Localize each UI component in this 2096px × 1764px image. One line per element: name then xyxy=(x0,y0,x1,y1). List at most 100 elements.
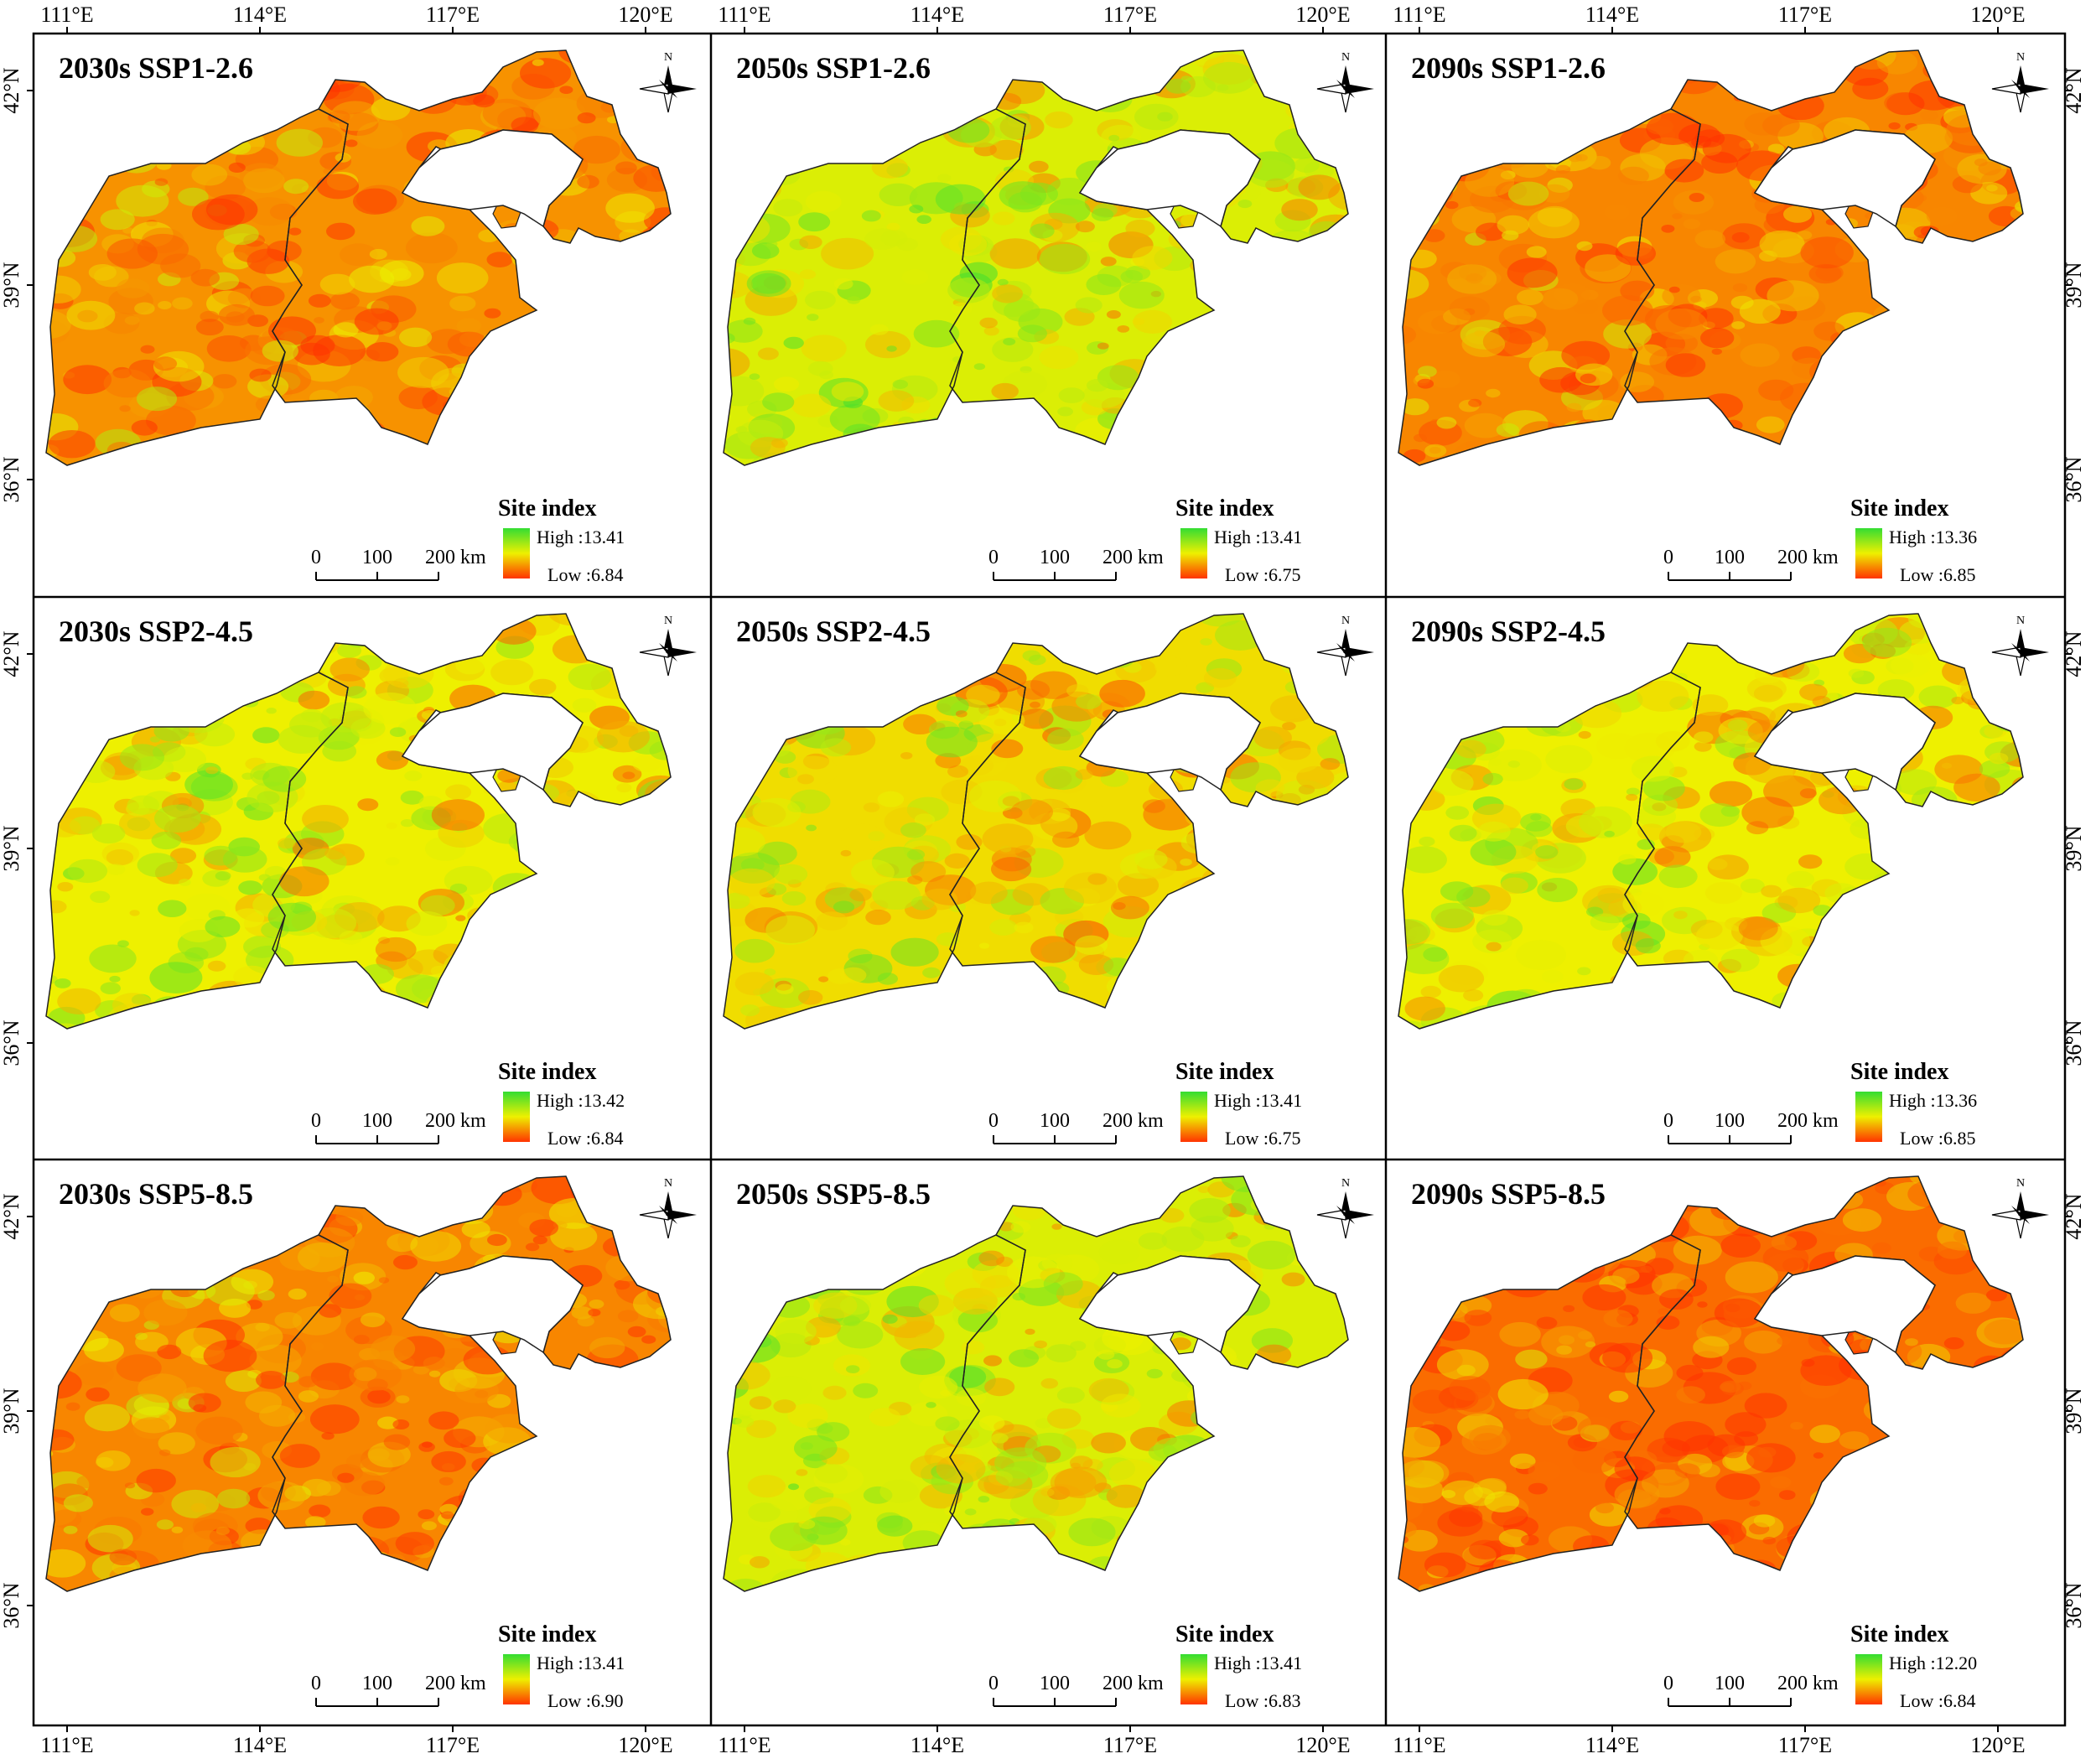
legend-color-ramp xyxy=(1855,1092,1882,1142)
lon-label-top: 117°E xyxy=(1103,3,1157,27)
scale-label: 100 xyxy=(1040,1110,1070,1132)
lat-label-right: 36°N xyxy=(2062,1582,2086,1628)
map-frame xyxy=(32,32,2067,1727)
legend-low-label: Low :6.90 xyxy=(547,1690,623,1711)
beijing-area xyxy=(1753,693,1936,791)
north-arrow-icon xyxy=(1316,65,1374,113)
compass-north-label: N xyxy=(2016,51,2025,64)
lon-label-bottom: 111°E xyxy=(1393,1733,1445,1757)
scale-label: 200 km xyxy=(1777,1673,1839,1694)
map-panel-6: 2090s SSP2-4.5 N Site index High :13.36 Low … xyxy=(1398,613,2049,1149)
compass-north-label: N xyxy=(664,1177,672,1190)
panel-title: 2090s SSP5-8.5 xyxy=(1411,1177,1606,1211)
map-panel-9: 2090s SSP5-8.5 N Site index High :12.20 Low … xyxy=(1398,1175,2049,1711)
scale-label: 100 xyxy=(1040,1673,1070,1694)
legend-low-label: Low :6.75 xyxy=(1225,564,1300,585)
scale-bar xyxy=(315,1698,439,1707)
lon-label-top: 111°E xyxy=(40,3,93,27)
legend-high-label: High :12.20 xyxy=(1889,1652,1977,1673)
legend-high-label: High :13.36 xyxy=(1889,1090,1977,1111)
lat-label-left: 42°N xyxy=(0,67,23,113)
north-arrow-icon xyxy=(1991,1191,2049,1239)
lon-label-bottom: 120°E xyxy=(1970,1733,2025,1757)
beijing-area xyxy=(1753,129,1936,228)
north-arrow-icon xyxy=(1991,629,2049,677)
lat-label-right: 42°N xyxy=(2062,630,2086,677)
lat-label-left: 39°N xyxy=(0,262,23,308)
scale-label: 200 km xyxy=(1102,1673,1164,1694)
map-panel-5: 2050s SSP2-4.5 N Site index High :13.41 Low … xyxy=(723,613,1374,1149)
map-panel-4: 2030s SSP2-4.5 N Site index High :13.42 Low … xyxy=(45,613,697,1149)
scale-bar xyxy=(993,1698,1117,1707)
scale-label: 0 xyxy=(1663,1673,1673,1694)
lon-label-bottom: 120°E xyxy=(1295,1733,1350,1757)
legend-high-label: High :13.41 xyxy=(1214,1652,1302,1673)
north-arrow-icon xyxy=(1316,1191,1374,1239)
legend-title: Site index xyxy=(1175,1059,1274,1085)
lat-label-left: 42°N xyxy=(0,1193,23,1239)
site-index-raster xyxy=(1398,614,2023,1029)
lon-label-bottom: 117°E xyxy=(426,1733,480,1757)
north-arrow-icon xyxy=(1316,629,1374,677)
legend-low-label: Low :6.85 xyxy=(1900,564,1975,585)
lon-label-bottom: 111°E xyxy=(40,1733,93,1757)
legend-low-label: Low :6.83 xyxy=(1225,1690,1300,1711)
lat-label-right: 39°N xyxy=(2062,262,2086,308)
lat-label-right: 39°N xyxy=(2062,1388,2086,1434)
legend-low-label: Low :6.84 xyxy=(1900,1690,1975,1711)
legend-high-label: High :13.36 xyxy=(1889,527,1977,547)
compass-north-label: N xyxy=(2016,1177,2025,1190)
scale-label: 0 xyxy=(311,547,321,568)
beijing-area xyxy=(1753,1255,1936,1354)
beijing-area xyxy=(401,1255,584,1354)
legend-high-label: High :13.41 xyxy=(1214,1090,1302,1111)
scale-label: 100 xyxy=(1715,1110,1745,1132)
lon-label-bottom: 114°E xyxy=(1585,1733,1639,1757)
scale-bar xyxy=(315,1135,439,1144)
scale-bar xyxy=(1668,1135,1792,1144)
site-index-raster xyxy=(46,50,671,465)
map-panel-3: 2090s SSP1-2.6 N Site index High :13.36 Low … xyxy=(1398,49,2049,585)
legend-color-ramp xyxy=(503,1092,530,1142)
lat-label-left: 39°N xyxy=(0,825,23,871)
legend-low-label: Low :6.84 xyxy=(547,1128,623,1149)
site-index-raster xyxy=(1398,50,2023,465)
scale-label: 200 km xyxy=(425,1110,486,1132)
panel-title: 2030s SSP5-8.5 xyxy=(59,1177,253,1211)
lon-label-top: 111°E xyxy=(1393,3,1445,27)
legend-title: Site index xyxy=(1850,1621,1948,1647)
legend-title: Site index xyxy=(1175,495,1274,521)
lat-label-right: 36°N xyxy=(2062,1019,2086,1066)
site-index-raster xyxy=(724,614,1348,1029)
site-index-raster xyxy=(724,50,1348,465)
scale-label: 0 xyxy=(988,1673,999,1694)
scale-bar xyxy=(993,1135,1117,1144)
legend-title: Site index xyxy=(1850,1059,1948,1085)
legend-color-ramp xyxy=(503,528,530,578)
compass-north-label: N xyxy=(1341,51,1350,64)
beijing-area xyxy=(401,693,584,791)
lon-label-top: 114°E xyxy=(233,3,287,27)
scale-bar xyxy=(1668,572,1792,581)
map-panel-7: 2030s SSP5-8.5 N Site index High :13.41 Low … xyxy=(45,1175,697,1711)
scale-label: 200 km xyxy=(1777,547,1839,568)
scale-label: 200 km xyxy=(425,547,486,568)
scale-label: 100 xyxy=(1715,1673,1745,1694)
lon-label-top: 114°E xyxy=(911,3,964,27)
map-panel-8: 2050s SSP5-8.5 N Site index High :13.41 Low … xyxy=(723,1175,1374,1711)
map-panel-2: 2050s SSP1-2.6 N Site index High :13.41 Low … xyxy=(723,49,1374,585)
north-arrow-icon xyxy=(1991,65,2049,113)
panel-title: 2050s SSP2-4.5 xyxy=(736,615,931,648)
lat-label-right: 39°N xyxy=(2062,825,2086,871)
lon-label-top: 117°E xyxy=(426,3,480,27)
compass-north-label: N xyxy=(1341,1177,1350,1190)
scale-label: 0 xyxy=(988,547,999,568)
lat-label-left: 39°N xyxy=(0,1388,23,1434)
scale-bar xyxy=(315,572,439,581)
scale-label: 100 xyxy=(362,1110,392,1132)
scale-bar xyxy=(1668,1698,1792,1707)
site-index-raster xyxy=(724,1176,1348,1591)
legend-color-ramp xyxy=(1180,528,1207,578)
